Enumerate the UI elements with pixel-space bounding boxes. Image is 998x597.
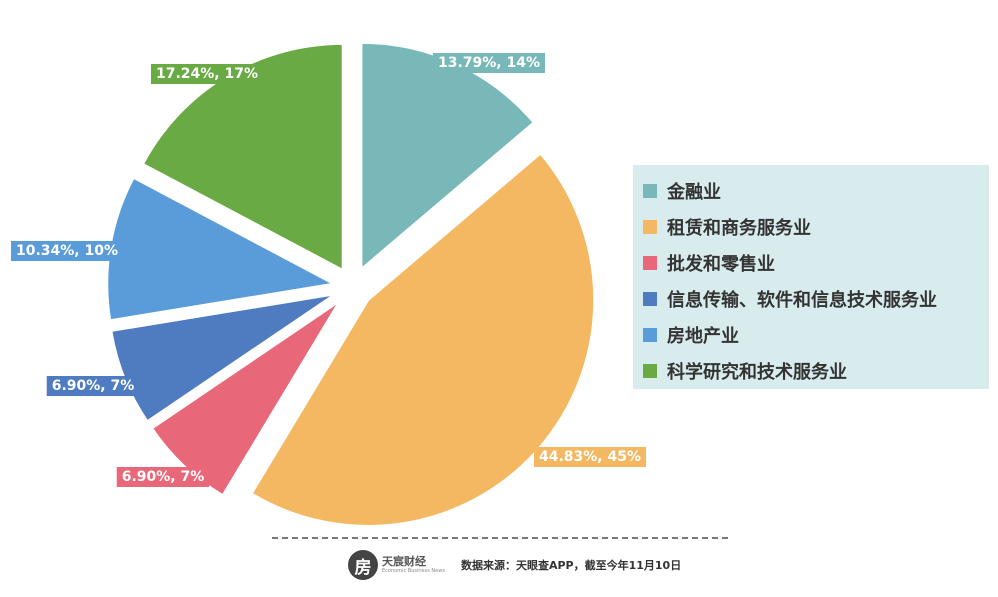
data-label-text: 17.24%, 17% [156, 66, 258, 82]
chart-legend: 金融业 租赁和商务服务业 批发和零售业 信息传输、软件和信息技术服务业 房地产业… [633, 165, 989, 389]
data-label: 17.24%, 17% [150, 64, 264, 84]
legend-item-information-technology: 信息传输、软件和信息技术服务业 [643, 281, 989, 317]
data-label-text: 13.79%, 14% [438, 55, 540, 71]
data-label-background [10, 241, 124, 261]
brand-subtitle: Economic Business News [382, 568, 445, 574]
data-label-text: 6.90%, 7% [52, 378, 135, 394]
data-label: 6.90%, 7% [46, 376, 140, 396]
legend-swatch [643, 256, 657, 270]
legend-label: 科学研究和技术服务业 [667, 362, 847, 383]
data-label-text: 44.83%, 45% [539, 449, 641, 465]
data-label-text: 6.90%, 7% [122, 469, 205, 485]
brand-logo: 房 [348, 550, 378, 580]
legend-label: 金融业 [667, 182, 721, 203]
data-label-background [46, 376, 140, 396]
pie-slice [250, 152, 596, 527]
legend-label: 信息传输、软件和信息技术服务业 [667, 290, 937, 311]
brand-wordmark: 天宸财经 Economic Business News [382, 556, 445, 574]
data-label: 44.83%, 45% [533, 447, 647, 467]
brand-name: 天宸财经 [382, 555, 426, 568]
footer: 房 天宸财经 Economic Business News 数据来源：天眼查AP… [348, 548, 681, 582]
legend-item-wholesale-retail: 批发和零售业 [643, 245, 989, 281]
data-label: 10.34%, 10% [10, 241, 124, 261]
footer-divider [272, 537, 728, 539]
pie-slice [150, 300, 341, 497]
legend-item-real-estate: 房地产业 [643, 317, 989, 353]
legend-item-leasing-business-services: 租赁和商务服务业 [643, 209, 989, 245]
data-label-background [432, 53, 546, 73]
legend-label: 批发和零售业 [667, 254, 775, 275]
data-source-note: 数据来源：天眼查APP，截至今年11月10日 [460, 559, 682, 572]
legend-item-science-technology-services: 科学研究和技术服务业 [643, 353, 989, 389]
legend-swatch [643, 364, 657, 378]
legend-item-finance: 金融业 [643, 173, 989, 209]
data-label: 13.79%, 14% [432, 53, 546, 73]
data-label: 6.90%, 7% [116, 467, 210, 487]
legend-swatch [643, 292, 657, 306]
data-label-background [533, 447, 647, 467]
legend-label: 房地产业 [667, 326, 739, 347]
data-label-text: 10.34%, 10% [16, 243, 118, 259]
legend-swatch [643, 184, 657, 198]
legend-swatch [643, 328, 657, 342]
legend-swatch [643, 220, 657, 234]
data-label-background [150, 64, 264, 84]
legend-label: 租赁和商务服务业 [667, 218, 811, 239]
data-label-background [116, 467, 210, 487]
